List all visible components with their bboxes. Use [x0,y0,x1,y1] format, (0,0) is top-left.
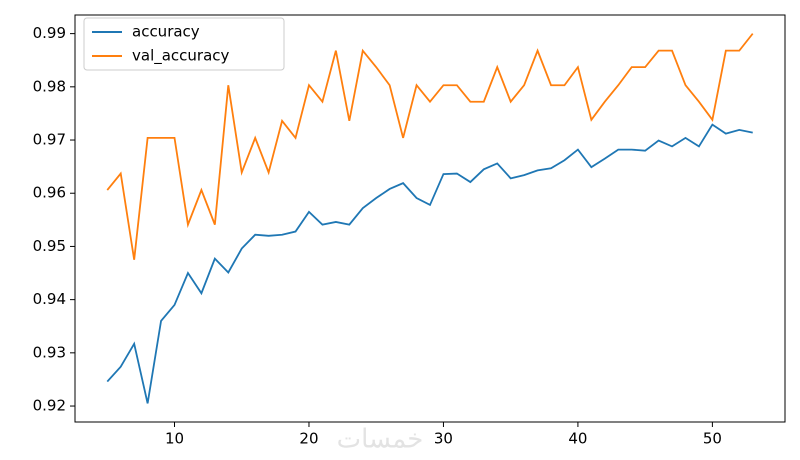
legend-label: accuracy [132,23,200,41]
y-tick-label: 0.97 [33,131,66,149]
x-tick-label: 20 [299,430,318,448]
y-tick-label: 0.92 [33,397,66,415]
y-tick-label: 0.96 [33,184,66,202]
legend-box [83,17,285,71]
legend-label: val_accuracy [132,47,230,66]
data-line [106,123,753,404]
x-tick-label: 40 [568,430,587,448]
y-tick-label: 0.94 [33,290,66,308]
x-tick-label: 50 [703,430,722,448]
y-tick-label: 0.99 [33,24,66,42]
plot-frame [74,14,786,423]
y-tick-label: 0.98 [33,77,66,95]
data-line [106,33,754,260]
x-tick-label: 10 [165,430,184,448]
x-tick-label: 30 [434,430,453,448]
y-tick-label: 0.95 [33,237,66,255]
y-tick-label: 0.93 [33,343,66,361]
watermark: خمسات [337,425,424,455]
